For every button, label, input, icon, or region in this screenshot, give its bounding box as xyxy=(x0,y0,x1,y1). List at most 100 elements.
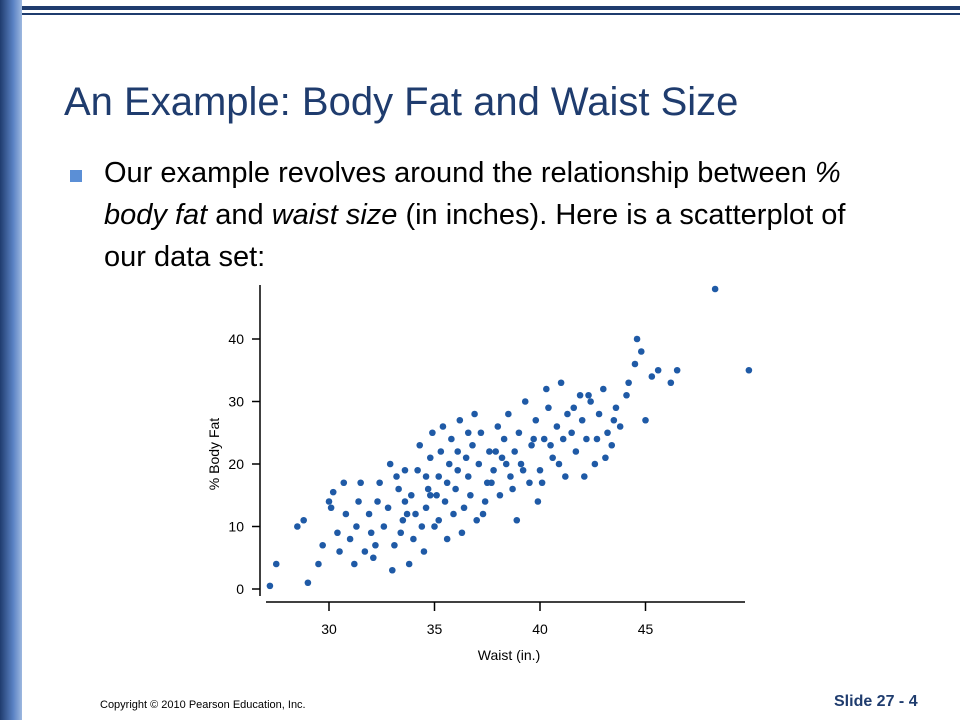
data-point xyxy=(509,485,516,493)
data-point xyxy=(389,566,396,574)
data-point xyxy=(469,441,476,449)
data-point xyxy=(502,460,510,468)
data-point xyxy=(500,435,508,443)
data-point xyxy=(460,504,468,512)
data-point xyxy=(454,448,462,455)
data-point xyxy=(473,516,481,524)
data-point xyxy=(462,454,470,462)
data-point xyxy=(667,379,675,387)
data-point xyxy=(448,435,455,443)
data-point xyxy=(410,535,417,543)
data-point xyxy=(515,429,523,437)
data-point xyxy=(587,398,594,405)
data-point xyxy=(294,523,301,530)
data-point xyxy=(431,523,438,530)
data-point xyxy=(361,548,369,555)
y-tick-label: 0 xyxy=(236,581,244,597)
data-point xyxy=(407,491,415,499)
data-point xyxy=(441,498,449,505)
data-point xyxy=(564,410,571,418)
data-point xyxy=(490,466,497,474)
data-point xyxy=(648,373,656,380)
data-point xyxy=(637,348,645,355)
slide-title: An Example: Body Fat and Waist Size xyxy=(64,80,739,124)
data-point xyxy=(593,435,601,443)
data-point xyxy=(355,498,362,505)
bullet-text: Our example revolves around the relation… xyxy=(104,152,884,278)
data-point xyxy=(581,473,588,480)
data-point xyxy=(266,582,274,590)
data-point xyxy=(616,423,624,430)
data-point xyxy=(530,435,537,443)
data-point xyxy=(329,488,337,496)
data-point xyxy=(538,479,546,487)
data-point xyxy=(507,473,514,480)
data-point xyxy=(386,460,394,468)
data-point xyxy=(304,579,312,587)
x-axis-label: Waist (in.) xyxy=(478,647,540,663)
data-point xyxy=(642,416,649,424)
data-point xyxy=(511,448,518,455)
data-point xyxy=(583,435,590,443)
data-point xyxy=(633,335,641,343)
data-point xyxy=(405,560,413,568)
y-ticks: 0 10 20 30 40 xyxy=(228,331,260,597)
data-point xyxy=(346,535,354,543)
data-point xyxy=(319,541,326,549)
data-point xyxy=(443,535,451,543)
data-point xyxy=(492,448,499,455)
data-point xyxy=(452,485,459,493)
data-point xyxy=(673,366,681,374)
data-point xyxy=(481,498,489,505)
data-point xyxy=(435,516,443,524)
y-tick-label: 20 xyxy=(228,456,244,472)
data-point xyxy=(372,541,379,549)
data-point xyxy=(414,466,421,474)
data-point xyxy=(456,416,464,424)
data-point xyxy=(562,473,569,480)
data-point xyxy=(416,441,424,449)
data-point xyxy=(654,366,662,374)
data-point xyxy=(464,473,472,480)
y-axis-label: % Body Fat xyxy=(206,418,222,490)
x-tick-label: 35 xyxy=(427,621,443,637)
data-point xyxy=(353,523,360,530)
x-tick-label: 45 xyxy=(638,621,654,637)
data-point xyxy=(572,448,580,455)
data-point xyxy=(591,460,599,468)
data-point xyxy=(439,423,447,430)
y-tick-label: 10 xyxy=(228,519,244,535)
data-point xyxy=(334,529,341,537)
data-point xyxy=(526,479,533,487)
data-point xyxy=(498,454,506,462)
x-tick-label: 40 xyxy=(532,621,548,637)
data-point xyxy=(604,429,611,437)
data-point xyxy=(300,516,307,524)
data-point xyxy=(494,423,502,430)
data-point xyxy=(559,435,567,443)
data-point xyxy=(422,473,430,480)
bullet-text-part2: and xyxy=(207,199,272,231)
data-point xyxy=(418,523,426,530)
data-point xyxy=(570,404,578,412)
data-point xyxy=(486,448,493,455)
data-point xyxy=(549,454,556,462)
y-tick-label: 40 xyxy=(228,331,244,347)
data-point xyxy=(397,529,405,537)
data-point xyxy=(488,479,495,487)
data-point xyxy=(454,466,462,474)
x-ticks: 30 35 40 45 xyxy=(321,602,653,637)
data-point xyxy=(608,441,616,449)
data-point xyxy=(477,429,485,437)
data-point xyxy=(745,366,753,374)
slide-number: Slide 27 - 4 xyxy=(834,693,918,710)
data-point xyxy=(585,391,592,399)
data-point xyxy=(521,398,529,405)
data-point xyxy=(374,498,381,505)
data-point xyxy=(325,498,333,505)
slide-top-rule xyxy=(22,6,960,10)
slide-top-rule-thin xyxy=(22,13,960,15)
data-point xyxy=(519,466,527,474)
data-point xyxy=(336,548,343,555)
